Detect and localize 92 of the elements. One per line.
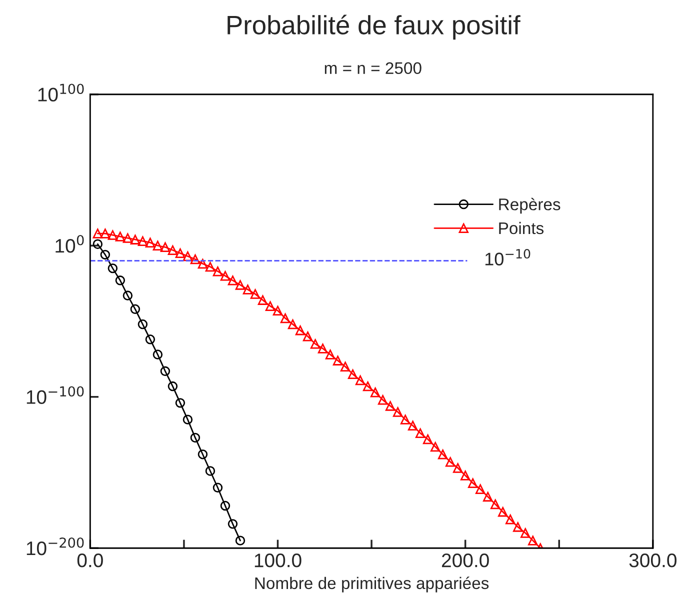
point (228, 519, 238, 529)
point (422, 434, 433, 444)
point (160, 366, 170, 376)
point (250, 289, 260, 299)
point (512, 522, 523, 532)
point (100, 228, 110, 238)
point (108, 263, 118, 274)
point (400, 414, 410, 424)
point (385, 401, 396, 411)
y-tick-label: 10$^{100}$ (38, 84, 84, 102)
point (138, 319, 148, 330)
x-tick-label: 200.0 (442, 554, 489, 568)
point (130, 234, 140, 244)
point (242, 284, 253, 294)
point (198, 449, 208, 460)
point (498, 506, 508, 517)
x-tick-label: 100.0 (254, 554, 302, 568)
point (182, 251, 193, 262)
point (190, 432, 200, 443)
point (325, 350, 336, 360)
point (145, 334, 156, 344)
point (520, 528, 530, 538)
point (295, 325, 306, 336)
point (92, 239, 103, 249)
point (272, 306, 283, 316)
point (168, 245, 178, 256)
point (115, 276, 126, 286)
point (490, 499, 500, 510)
legend-label: Points (499, 222, 544, 234)
ref-line-label: 10$^{−10}$ (485, 248, 530, 266)
point (415, 428, 426, 438)
point (235, 536, 246, 546)
point (100, 250, 110, 260)
point (235, 280, 246, 290)
point (220, 271, 230, 281)
point (438, 449, 448, 460)
point (445, 457, 456, 467)
point (460, 470, 470, 480)
point (122, 290, 133, 300)
y-tick-label: 10$^{0}$ (56, 234, 84, 253)
chart-subtitle: m = n = 2500 (324, 62, 422, 74)
x-axis-title: Nombre de primitives appariées (255, 576, 489, 592)
point (280, 313, 290, 324)
point (115, 232, 126, 242)
point (228, 276, 238, 286)
point (310, 339, 320, 349)
y-tick-label: 10$^{−100}$ (26, 386, 84, 404)
point (108, 230, 118, 240)
point (362, 381, 373, 392)
point (220, 500, 230, 511)
point (175, 248, 186, 258)
point (152, 350, 163, 360)
point (408, 420, 418, 430)
point (130, 304, 140, 314)
point (160, 242, 170, 252)
point (182, 414, 193, 424)
point (392, 407, 403, 417)
point (482, 492, 493, 502)
chart-title: Probabilité de faux positif (228, 14, 520, 40)
point (152, 240, 163, 250)
point (258, 295, 268, 305)
point (198, 258, 208, 269)
point (332, 356, 343, 366)
point (138, 236, 148, 246)
point (302, 332, 313, 342)
point (370, 387, 380, 398)
point (348, 369, 358, 380)
point (452, 463, 463, 473)
point (505, 514, 516, 524)
point (528, 536, 538, 546)
point (212, 482, 223, 492)
point (92, 228, 103, 238)
point (430, 442, 440, 452)
point (355, 375, 366, 386)
point (340, 362, 350, 372)
point (468, 478, 478, 488)
point (475, 484, 486, 494)
x-tick-label: 300.0 (629, 554, 676, 568)
point (145, 238, 156, 248)
point (205, 262, 216, 272)
point (190, 254, 200, 264)
point (175, 398, 186, 408)
point (168, 381, 178, 392)
point (122, 233, 133, 243)
x-tick-label: 0.0 (77, 554, 103, 568)
point (265, 301, 276, 311)
point (212, 266, 223, 276)
legend-label: Repères (499, 198, 560, 214)
point (318, 344, 328, 354)
point (288, 319, 298, 330)
point (378, 395, 388, 405)
point (205, 466, 216, 476)
